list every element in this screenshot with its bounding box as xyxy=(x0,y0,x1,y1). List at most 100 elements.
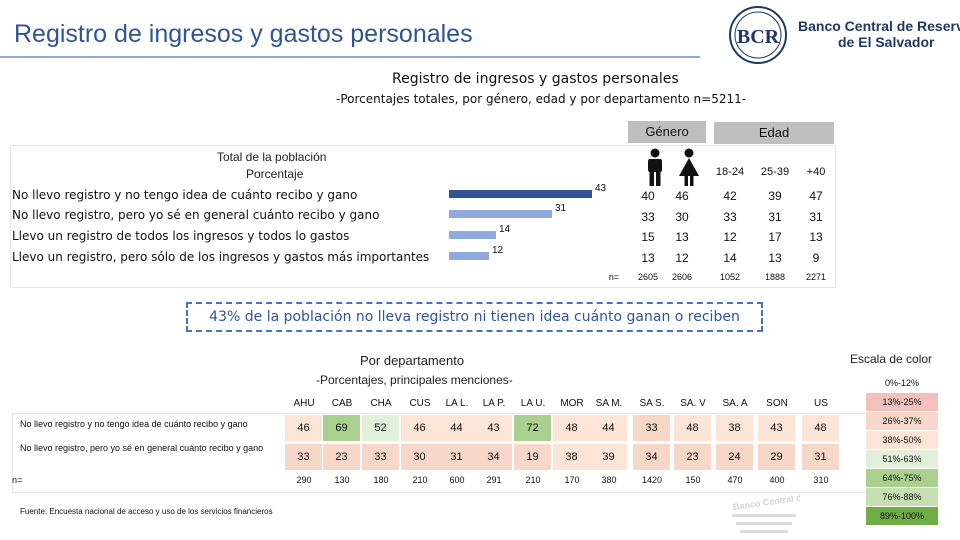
department-col-header: SON xyxy=(766,398,788,409)
department-n-cell: 170 xyxy=(564,475,580,485)
total-bar xyxy=(449,210,552,218)
department-cell: 30 xyxy=(401,444,438,470)
total-bar-value: 31 xyxy=(555,203,567,214)
department-cell: 44 xyxy=(438,415,475,441)
department-n-cell: 310 xyxy=(813,475,829,485)
department-col-header: LA P. xyxy=(482,398,506,409)
segment-cell: 13 xyxy=(675,230,689,244)
department-cell: 33 xyxy=(285,444,322,470)
total-row-label: Llevo un registro, pero sólo de los ingr… xyxy=(12,250,430,264)
segment-cell: 31 xyxy=(809,210,823,224)
segment-cell: 31 xyxy=(768,210,782,224)
department-cell: 23 xyxy=(674,444,711,470)
segment-cell: 14 xyxy=(723,251,737,265)
segment-cell: 13 xyxy=(809,230,823,244)
segment-n-cell: 2605 xyxy=(637,272,659,282)
department-col-header: US xyxy=(814,398,828,409)
color-scale-item: 64%-75% xyxy=(866,469,938,487)
department-cell: 46 xyxy=(401,415,438,441)
segment-cell: 42 xyxy=(723,189,737,203)
department-cell: 69 xyxy=(323,415,360,441)
department-cell: 34 xyxy=(633,444,670,470)
color-scale-item: 89%-100% xyxy=(866,507,938,525)
total-title: Total de la población xyxy=(217,150,327,164)
department-subtitle: -Porcentajes, principales menciones- xyxy=(316,373,513,387)
segment-cell: 17 xyxy=(768,230,782,244)
color-scale-item: 13%-25% xyxy=(866,393,938,411)
department-row-label: No llevo registro y no tengo idea de cuá… xyxy=(20,419,248,429)
segment-cell: 15 xyxy=(641,230,655,244)
logo-name-line2: de El Salvador xyxy=(838,34,935,50)
female-icon xyxy=(675,148,703,188)
color-scale-item: 76%-88% xyxy=(866,488,938,506)
color-scale-item: 51%-63% xyxy=(866,450,938,468)
segment-cell: 12 xyxy=(675,251,689,265)
department-row-label: No llevo registro, pero yo sé en general… xyxy=(20,443,264,453)
department-cell: 19 xyxy=(514,444,551,470)
chart-title: Registro de ingresos y gastos personales xyxy=(392,71,679,87)
department-n-cell: 180 xyxy=(373,475,389,485)
department-cell: 38 xyxy=(716,415,753,441)
total-row-label: Llevo un registro de todos los ingresos … xyxy=(12,229,350,243)
total-bar-value: 14 xyxy=(499,224,511,235)
bcr-logo: BCR Banco Central de Reserva de El Salva… xyxy=(726,5,960,65)
department-cell: 48 xyxy=(674,415,711,441)
bcr-seal-text: BCR xyxy=(737,26,780,48)
department-cell: 31 xyxy=(802,444,839,470)
watermark: Banco Central de Reserva xyxy=(732,486,845,540)
department-cell: 48 xyxy=(802,415,839,441)
segment-n-cell: 2606 xyxy=(671,272,693,282)
total-bar xyxy=(449,252,489,260)
age-group-header: Edad xyxy=(714,122,834,144)
segment-cell: 33 xyxy=(641,210,655,224)
department-cell: 44 xyxy=(590,415,627,441)
department-cell: 43 xyxy=(758,415,795,441)
segment-cell: 12 xyxy=(723,230,737,244)
color-scale-item: 0%-12% xyxy=(866,374,938,392)
segment-cell: 9 xyxy=(812,251,820,265)
department-n-cell: 470 xyxy=(727,475,743,485)
department-n-cell: 600 xyxy=(449,475,465,485)
logo-name-line1: Banco Central de Reserva xyxy=(798,18,960,34)
total-bar xyxy=(449,190,592,198)
department-cell: 29 xyxy=(758,444,795,470)
segment-cell: 13 xyxy=(768,251,782,265)
bcr-seal-icon: BCR xyxy=(729,6,787,64)
segment-n-cell: 2271 xyxy=(805,272,827,282)
department-n-cell: 290 xyxy=(296,475,312,485)
segment-n-cell: 1052 xyxy=(719,272,741,282)
total-row-label: No llevo registro y no tengo idea de cuá… xyxy=(12,188,358,202)
segment-cell: 33 xyxy=(723,210,737,224)
department-n-cell: 150 xyxy=(685,475,701,485)
department-n-cell: 400 xyxy=(769,475,785,485)
department-col-header: CAB xyxy=(331,398,353,409)
header-divider xyxy=(0,56,700,58)
color-scale-title: Escala de color xyxy=(850,352,933,366)
department-cell: 46 xyxy=(285,415,322,441)
segment-cell: 13 xyxy=(641,251,655,265)
chart-subtitle: -Porcentajes totales, por género, edad y… xyxy=(336,92,747,106)
total-subtitle: Porcentaje xyxy=(246,167,304,181)
segment-col-header: 18-24 xyxy=(715,166,745,178)
department-cell: 23 xyxy=(323,444,360,470)
male-icon xyxy=(641,148,669,188)
department-n-cell: 210 xyxy=(525,475,541,485)
department-cell: 24 xyxy=(716,444,753,470)
department-cell: 33 xyxy=(362,444,399,470)
segment-col-header: 25-39 xyxy=(760,166,790,178)
department-cell: 52 xyxy=(362,415,399,441)
department-cell: 38 xyxy=(553,444,590,470)
total-row-label: No llevo registro, pero yo sé en general… xyxy=(12,208,380,222)
department-col-header: MOR xyxy=(560,398,584,409)
segment-cell: 30 xyxy=(675,210,689,224)
department-cell: 43 xyxy=(475,415,512,441)
segment-n-cell: 1888 xyxy=(764,272,786,282)
department-col-header: AHU xyxy=(293,398,315,409)
department-n-cell: 210 xyxy=(412,475,428,485)
department-col-header: CUS xyxy=(409,398,431,409)
page-title: Registro de ingresos y gastos personales xyxy=(14,20,473,48)
department-cell: 39 xyxy=(590,444,627,470)
segment-cell: 39 xyxy=(768,189,782,203)
department-n-label: n= xyxy=(12,475,23,485)
department-col-header: SA. A xyxy=(722,398,748,409)
